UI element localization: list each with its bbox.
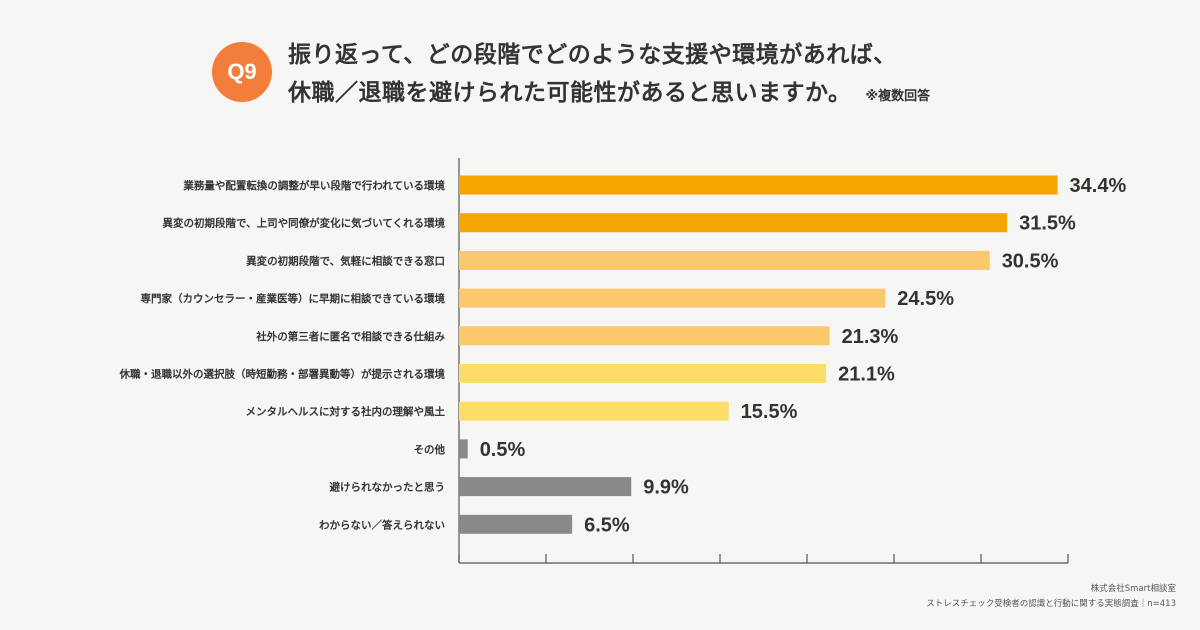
bar-7 <box>459 401 729 421</box>
question-header: Q9 振り返って、どの段階でどのような支援や環境があれば、 休職／退職を避けられ… <box>212 30 1112 130</box>
bar-8 <box>459 439 468 459</box>
question-title: 振り返って、どの段階でどのような支援や環境があれば、 休職／退職を避けられた可能… <box>288 36 930 116</box>
bar-6 <box>459 364 827 383</box>
category-label-1: 業務量や配置転換の調整が早い段階で行われている環境 <box>182 179 445 192</box>
bar-3 <box>459 250 990 270</box>
category-label-3: 異変の初期段階で、気軽に相談できる窓口 <box>246 254 445 267</box>
value-label-8: 0.5% <box>480 439 526 461</box>
value-label-1: 34.4% <box>1070 175 1127 197</box>
bar-4 <box>459 288 886 308</box>
value-label-9: 9.9% <box>643 477 689 499</box>
footer-survey: ストレスチェック受検者の認識と行動に関する実態調査｜n=413 <box>926 599 1176 609</box>
bar-2 <box>459 213 1008 233</box>
question-line-2-wrap: 休職／退職を避けられた可能性があると思いますか。 ※複数回答 <box>288 74 930 116</box>
footer-company: 株式会社Smart相談室 <box>1090 584 1176 594</box>
category-label-4: 専門家（カウンセラー・産業医等）に早期に相談できている環境 <box>141 292 446 305</box>
footer: 株式会社Smart相談室 ストレスチェック受検者の認識と行動に関する実態調査｜n… <box>926 582 1176 612</box>
question-line-1: 振り返って、どの段階でどのような支援や環境があれば、 <box>288 42 897 68</box>
category-label-6: 休職・退職以外の選択肢（時短勤務・部署異動等）が提示される環境 <box>119 368 446 381</box>
value-label-2: 31.5% <box>1019 213 1076 235</box>
question-line-2: 休職／退職を避けられた可能性があると思いますか。 <box>288 80 852 106</box>
value-label-7: 15.5% <box>741 401 798 423</box>
category-label-2: 異変の初期段階で、上司や同僚が変化に気づいてくれる環境 <box>163 217 446 230</box>
value-label-5: 21.3% <box>842 326 899 348</box>
bar-9 <box>459 477 632 497</box>
category-label-10: わからない／答えられない <box>319 518 445 531</box>
category-label-8: その他 <box>414 443 446 456</box>
bar-5 <box>459 326 830 346</box>
category-label-9: 避けられなかったと思う <box>329 481 446 494</box>
question-badge: Q9 <box>212 42 272 102</box>
value-label-10: 6.5% <box>584 514 630 536</box>
value-label-3: 30.5% <box>1002 250 1059 272</box>
value-label-6: 21.1% <box>838 364 895 386</box>
category-label-7: メンタルヘルスに対する社内の理解や風土 <box>246 405 446 418</box>
category-label-5: 社外の第三者に匿名で相談できる仕組み <box>255 330 445 343</box>
bar-10 <box>459 514 573 534</box>
value-label-4: 24.5% <box>897 288 954 310</box>
multiple-answer-note: ※複数回答 <box>865 89 931 104</box>
bar-1 <box>459 175 1058 195</box>
